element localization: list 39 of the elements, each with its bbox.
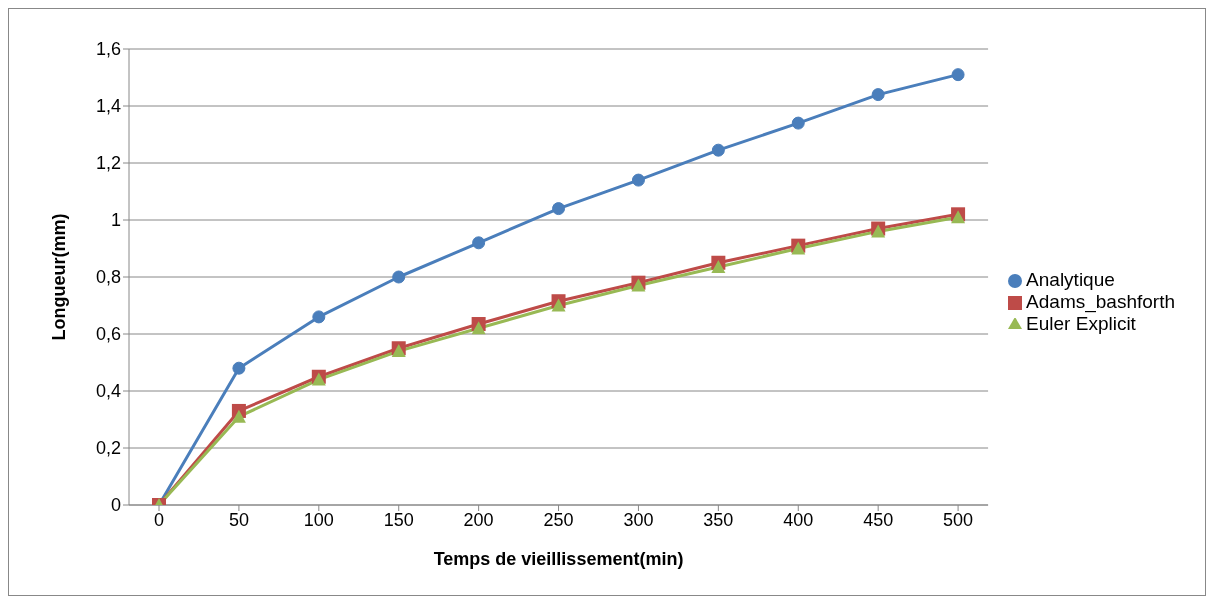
x-tick-label: 250	[543, 509, 574, 530]
point	[231, 409, 246, 423]
x-tick-label: 300	[623, 509, 654, 530]
point	[791, 116, 805, 130]
point	[392, 270, 406, 284]
legend-label: Euler Explicit	[1026, 313, 1136, 334]
y-tick-label: 0	[110, 495, 121, 516]
y-tick-label: 0,4	[95, 381, 121, 402]
point	[711, 143, 725, 157]
x-tick-label: 400	[783, 509, 814, 530]
x-tick-label: 350	[703, 509, 734, 530]
legend-label: Analytique	[1026, 269, 1115, 290]
x-axis-title: Temps de vieillissement(min)	[433, 549, 684, 569]
point	[871, 88, 885, 102]
point	[312, 310, 326, 324]
x-tick-label: 200	[463, 509, 494, 530]
point	[951, 68, 965, 82]
y-tick-label: 0,6	[95, 324, 121, 345]
y-axis-title: Longueur(mm)	[49, 213, 70, 341]
x-tick-label: 450	[863, 509, 894, 530]
point	[631, 173, 645, 187]
y-tick-label: 1,2	[95, 153, 121, 174]
point	[552, 202, 566, 216]
point	[551, 298, 566, 312]
y-tick-label: 1,6	[95, 39, 121, 60]
point	[711, 260, 726, 274]
x-tick-label: 100	[303, 509, 334, 530]
x-tick-label: 500	[943, 509, 974, 530]
y-tick-label: 0,8	[95, 267, 121, 288]
y-tick-label: 1,4	[95, 96, 121, 117]
x-tick-label: 50	[228, 509, 249, 530]
x-tick-label: 150	[383, 509, 414, 530]
point	[471, 321, 486, 335]
y-tick-label: 1	[110, 210, 121, 231]
y-tick-label: 0,2	[95, 438, 121, 459]
x-tick-label: 0	[153, 509, 165, 530]
legend-label: Adams_bashforth	[1026, 291, 1175, 312]
point	[232, 361, 246, 375]
point	[472, 236, 486, 250]
